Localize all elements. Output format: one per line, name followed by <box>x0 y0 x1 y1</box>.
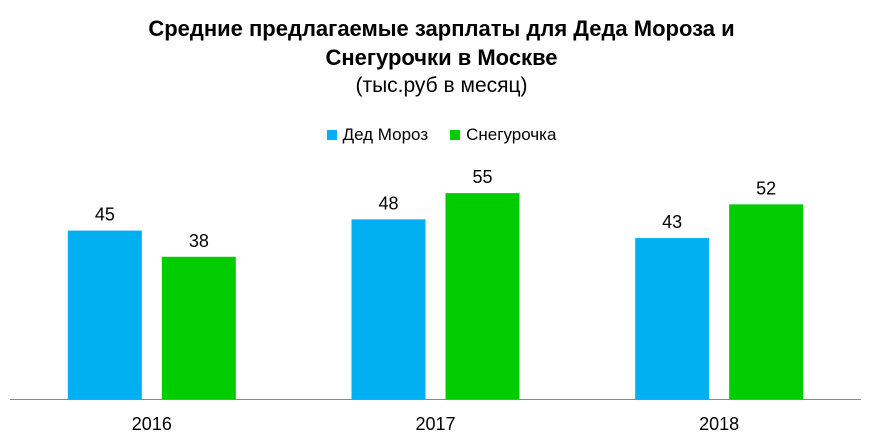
chart-legend: Дед Мороз Снегурочка <box>0 125 883 145</box>
legend-label-snegurochka: Снегурочка <box>466 125 557 144</box>
chart-title-line-2: Снегурочки в Москве <box>325 45 558 70</box>
chart-title-line-1: Средние предлагаемые зарплаты для Деда М… <box>148 16 735 41</box>
data-label-ded-moroz-2018: 43 <box>662 212 682 232</box>
legend-item-snegurochka: Снегурочка <box>450 125 556 145</box>
data-label-ded-moroz-2016: 45 <box>95 205 115 225</box>
x-tick-label-2016: 2016 <box>132 414 172 434</box>
legend-item-ded-moroz: Дед Мороз <box>326 125 429 145</box>
bar-snegurochka-2016 <box>161 256 236 399</box>
bar-ded-moroz-2017 <box>351 219 426 399</box>
x-tick-label-2017: 2017 <box>415 414 455 434</box>
bar-ded-moroz-2016 <box>67 230 142 399</box>
chart-title-block: Средние предлагаемые зарплаты для Деда М… <box>0 14 883 100</box>
legend-label-ded-moroz: Дед Мороз <box>342 125 429 144</box>
data-label-ded-moroz-2017: 48 <box>378 193 398 213</box>
data-label-snegurochka-2017: 55 <box>472 167 492 187</box>
x-tick-label-2018: 2018 <box>699 414 739 434</box>
chart-subtitle: (тыс.руб в месяц) <box>355 74 528 97</box>
bar-ded-moroz-2018 <box>635 238 710 399</box>
legend-swatch-ded-moroz <box>326 130 337 140</box>
legend-swatch-snegurochka <box>450 130 461 140</box>
data-label-snegurochka-2016: 38 <box>189 231 209 251</box>
data-label-snegurochka-2018: 52 <box>756 178 776 198</box>
bar-snegurochka-2017 <box>445 193 520 399</box>
bar-snegurochka-2018 <box>729 204 804 399</box>
